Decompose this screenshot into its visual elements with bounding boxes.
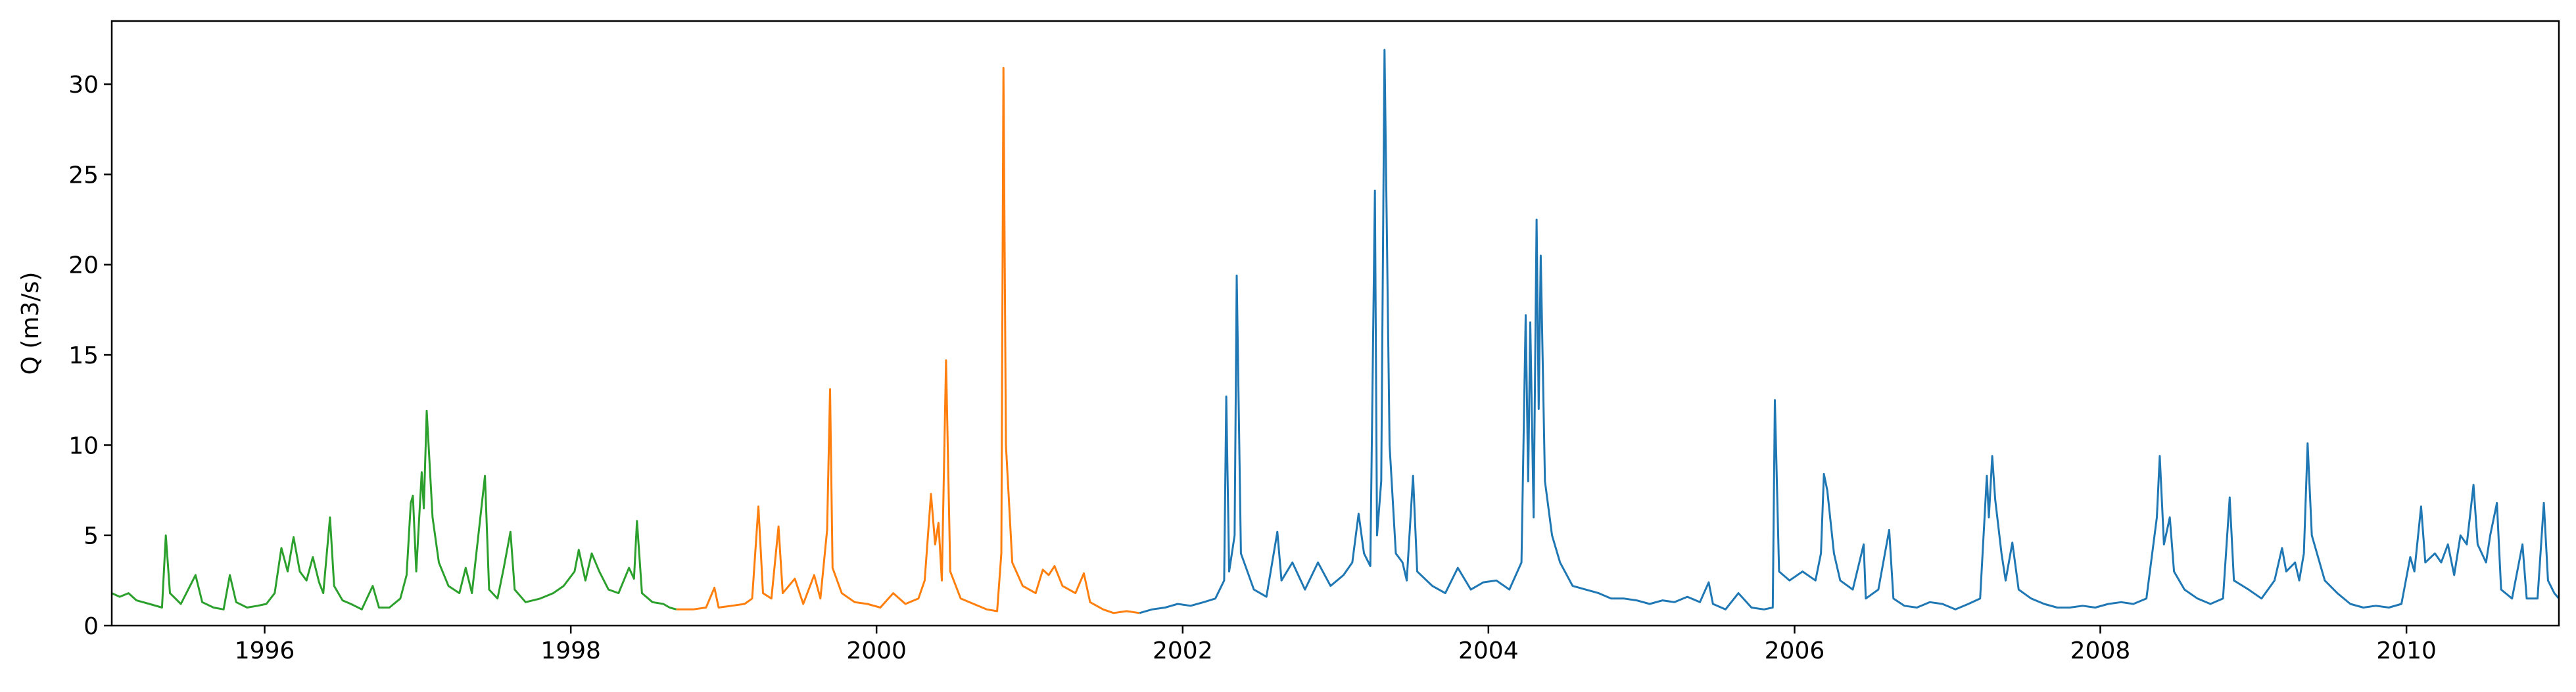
x-tick-label: 2010 xyxy=(2376,637,2437,664)
y-tick-label: 15 xyxy=(68,342,99,369)
y-tick-label: 30 xyxy=(68,72,99,99)
series-line-1 xyxy=(111,409,677,611)
y-tick-label: 25 xyxy=(68,162,99,189)
y-tick-label: 5 xyxy=(83,523,99,550)
x-tick-label: 2004 xyxy=(1458,637,1519,664)
y-axis: 0 5 10 15 20 25 30 xyxy=(68,72,112,640)
series-layer xyxy=(111,49,2560,614)
x-tick-label: 1998 xyxy=(540,637,601,664)
x-tick-label: 2006 xyxy=(1765,637,1825,664)
x-tick-label: 1996 xyxy=(235,637,295,664)
x-tick-label: 2008 xyxy=(2070,637,2131,664)
x-tick-label: 2000 xyxy=(846,637,907,664)
x-tick-label: 2002 xyxy=(1153,637,1213,664)
y-tick-label: 20 xyxy=(68,252,99,279)
y-axis-label: Q (m3/s) xyxy=(17,272,44,375)
series-line-2 xyxy=(676,66,1140,614)
plot-frame xyxy=(110,20,2560,627)
y-tick-label: 0 xyxy=(83,613,99,640)
series-line-3 xyxy=(1139,49,2560,614)
x-axis: 1996 1998 2000 2002 2004 2006 2008 2010 xyxy=(235,626,2437,664)
y-tick-label: 10 xyxy=(68,432,99,459)
